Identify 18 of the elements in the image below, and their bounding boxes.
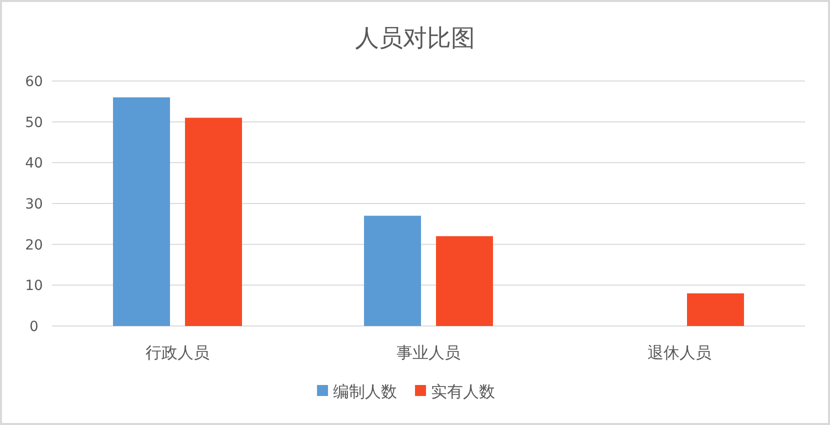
title: 人员对比图 [355, 24, 475, 52]
bar [185, 118, 242, 326]
bar [687, 293, 744, 326]
y-tick-label: 30 [25, 196, 43, 212]
bar [113, 97, 170, 326]
y-tick-label: 0 [30, 319, 38, 335]
bar [364, 216, 421, 326]
y-tick-label: 20 [25, 237, 43, 254]
x-tick-label: 退休人员 [648, 343, 712, 362]
y-tick-label: 10 [25, 278, 43, 294]
y-tick-label: 50 [25, 114, 43, 131]
x-tick-label: 事业人员 [396, 343, 460, 362]
y-tick-label: 40 [25, 156, 43, 172]
y-tick-label: 60 [25, 74, 43, 90]
bar [436, 236, 493, 326]
legend-label: 实有人数 [431, 382, 495, 401]
legend-label: 编制人数 [333, 382, 397, 401]
x-tick-label: 行政人员 [146, 343, 210, 362]
